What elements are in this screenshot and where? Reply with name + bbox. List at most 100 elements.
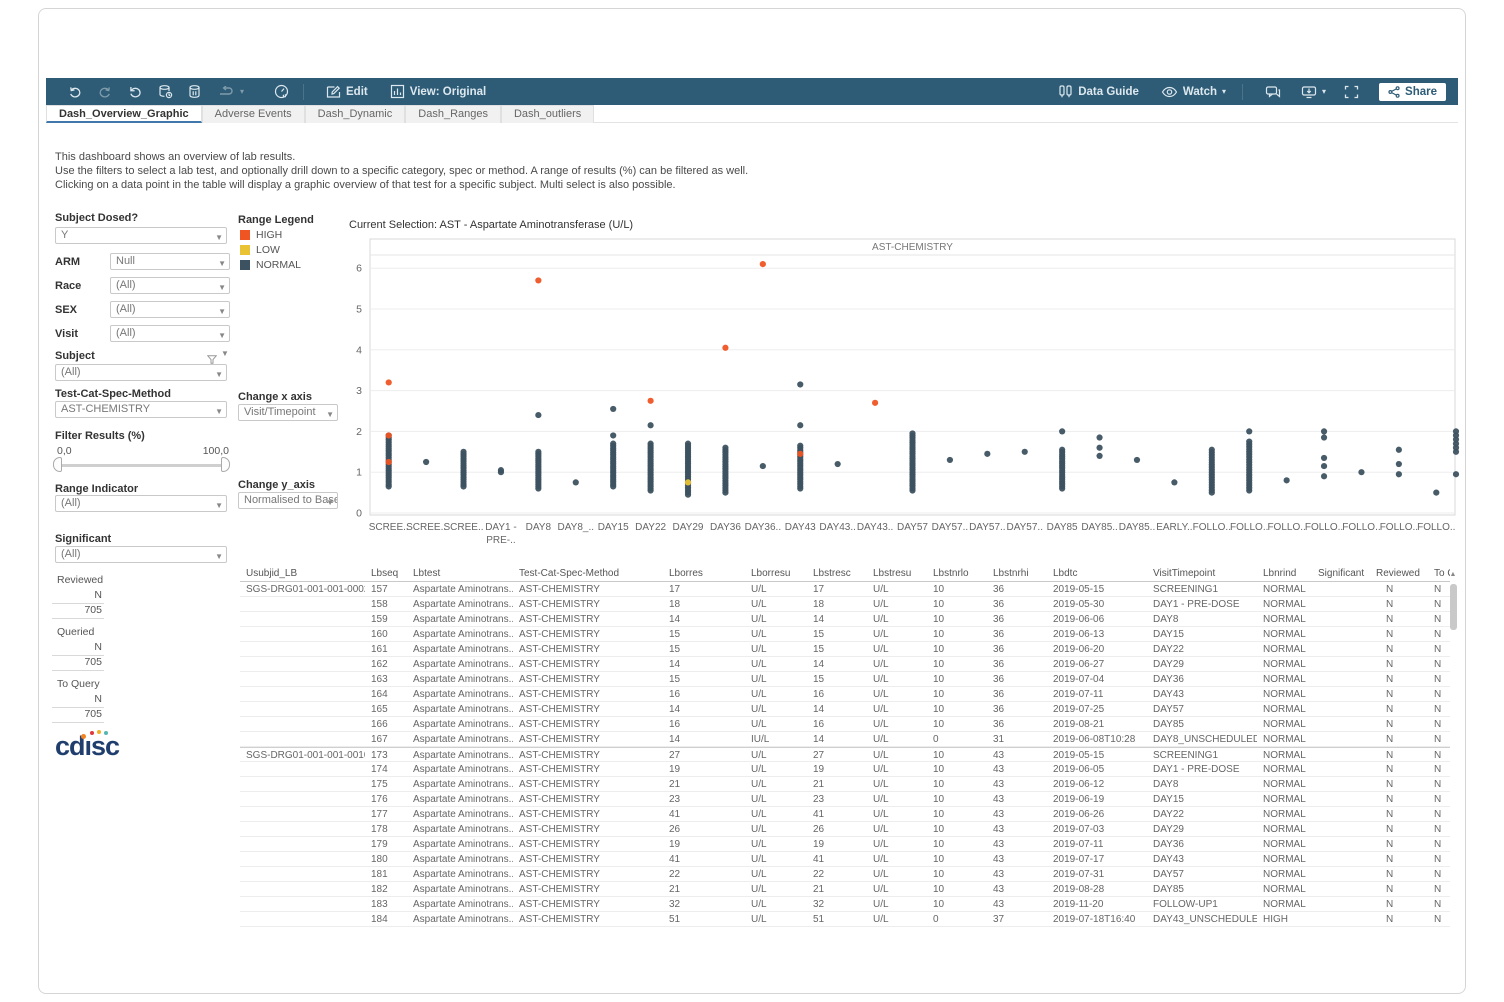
tab-dash-outliers[interactable]: Dash_outliers: [500, 105, 595, 123]
data-point[interactable]: [423, 458, 430, 466]
results-slider-track[interactable]: [57, 464, 225, 467]
table-row[interactable]: 159 Aspartate Aminotrans.. AST-CHEMISTRY 14…: [240, 612, 1450, 627]
data-point[interactable]: [1395, 446, 1402, 453]
tab-adverse-events[interactable]: Adverse Events: [201, 105, 305, 123]
data-point[interactable]: [684, 440, 692, 447]
data-point[interactable]: [1320, 434, 1328, 441]
data-point[interactable]: [1320, 454, 1328, 462]
data-point[interactable]: [1320, 428, 1328, 435]
data-point[interactable]: [385, 432, 392, 439]
table-row[interactable]: 162 Aspartate Aminotrans.. AST-CHEMISTRY 14…: [240, 657, 1450, 672]
download-icon[interactable]: ▾: [1301, 85, 1326, 99]
table-row[interactable]: 176 Aspartate Aminotrans.. AST-CHEMISTRY 23…: [240, 792, 1450, 807]
data-point[interactable]: [385, 458, 392, 466]
data-point[interactable]: [946, 456, 954, 464]
fullscreen-icon[interactable]: [1344, 85, 1359, 99]
table-scroll-up-arrow[interactable]: ▲: [1449, 571, 1457, 578]
data-point[interactable]: [1096, 434, 1103, 441]
data-point[interactable]: [797, 442, 804, 449]
filter-range-indicator-dropdown[interactable]: (All) ▼: [55, 495, 227, 512]
watch-button[interactable]: Watch ▾: [1161, 86, 1226, 98]
data-point[interactable]: [871, 399, 879, 406]
data-point[interactable]: [385, 379, 392, 386]
data-point[interactable]: [797, 450, 804, 457]
table-row[interactable]: 160 Aspartate Aminotrans.. AST-CHEMISTRY 15…: [240, 627, 1450, 642]
filter-subject-dosed-dropdown[interactable]: Y ▼: [55, 227, 227, 244]
data-point[interactable]: [460, 448, 467, 455]
data-point[interactable]: [1246, 438, 1253, 445]
change-x-axis-dropdown[interactable]: Visit/Timepoint ▼: [238, 404, 338, 421]
table-row[interactable]: SGS-DRG01-001-001-0002 157 Aspartate Amino…: [240, 582, 1450, 597]
data-point[interactable]: [610, 432, 617, 439]
undo-icon[interactable]: [68, 85, 82, 98]
data-point[interactable]: [722, 344, 729, 351]
data-point[interactable]: [1358, 469, 1365, 476]
table-row[interactable]: 178 Aspartate Aminotrans.. AST-CHEMISTRY 26…: [240, 822, 1450, 837]
table-row[interactable]: SGS-DRG01-001-001-0010 173 Aspartate Amino…: [240, 747, 1450, 762]
data-point[interactable]: [1395, 471, 1402, 478]
table-row[interactable]: 182 Aspartate Aminotrans.. AST-CHEMISTRY 21…: [240, 882, 1450, 897]
tab-dash-ranges[interactable]: Dash_Ranges: [405, 105, 501, 123]
tab-dash-dynamic[interactable]: Dash_Dynamic: [304, 105, 406, 123]
table-row[interactable]: 179 Aspartate Aminotrans.. AST-CHEMISTRY 19…: [240, 837, 1450, 852]
data-point[interactable]: [759, 261, 766, 268]
data-point[interactable]: [535, 448, 542, 455]
table-scrollbar-thumb[interactable]: [1450, 584, 1457, 630]
table-row[interactable]: 175 Aspartate Aminotrans.. AST-CHEMISTRY 21…: [240, 777, 1450, 792]
data-point[interactable]: [1171, 479, 1178, 486]
table-row[interactable]: 183 Aspartate Aminotrans.. AST-CHEMISTRY 32…: [240, 897, 1450, 912]
data-point[interactable]: [1096, 452, 1103, 459]
table-row[interactable]: 166 Aspartate Aminotrans.. AST-CHEMISTRY 16…: [240, 717, 1450, 732]
alerts-icon[interactable]: [274, 84, 289, 99]
data-point[interactable]: [797, 381, 804, 388]
data-point[interactable]: [1433, 489, 1440, 496]
filter-significant-dropdown[interactable]: (All) ▼: [55, 546, 227, 563]
table-row[interactable]: 163 Aspartate Aminotrans.. AST-CHEMISTRY 15…: [240, 672, 1450, 687]
table-row[interactable]: 177 Aspartate Aminotrans.. AST-CHEMISTRY 41…: [240, 807, 1450, 822]
view-original-button[interactable]: View: Original: [390, 84, 486, 99]
data-point[interactable]: [535, 277, 542, 284]
data-point[interactable]: [647, 397, 654, 404]
table-row[interactable]: 161 Aspartate Aminotrans.. AST-CHEMISTRY 15…: [240, 642, 1450, 657]
data-point[interactable]: [610, 440, 617, 447]
data-point[interactable]: [535, 411, 542, 419]
data-point[interactable]: [1096, 444, 1103, 451]
data-point[interactable]: [1133, 456, 1141, 464]
data-point[interactable]: [1395, 460, 1402, 468]
data-point[interactable]: [909, 430, 916, 437]
table-row[interactable]: 184 Aspartate Aminotrans.. AST-CHEMISTRY 51…: [240, 912, 1450, 927]
pause-data-icon[interactable]: [187, 84, 202, 99]
data-point[interactable]: [722, 444, 729, 451]
chevron-down-icon[interactable]: ▼: [221, 349, 229, 358]
data-point[interactable]: [1059, 446, 1066, 453]
change-y-axis-dropdown[interactable]: Normalised to Basel..▼: [238, 492, 338, 509]
data-point[interactable]: [1320, 462, 1328, 470]
data-point[interactable]: [759, 462, 766, 470]
data-point[interactable]: [610, 405, 617, 413]
data-point[interactable]: [647, 422, 654, 429]
data-point[interactable]: [1246, 428, 1253, 435]
legend-item-low[interactable]: LOW: [240, 244, 280, 256]
filter-sex-dropdown[interactable]: (All) ▼: [110, 301, 230, 318]
legend-item-high[interactable]: HIGH: [240, 229, 282, 241]
data-point[interactable]: [1021, 448, 1028, 455]
share-button[interactable]: Share: [1379, 82, 1446, 101]
forward-icon[interactable]: [218, 85, 234, 98]
data-point[interactable]: [797, 422, 804, 429]
edit-button[interactable]: Edit: [326, 84, 368, 99]
filter-subject-dropdown[interactable]: (All) ▼: [55, 364, 227, 381]
results-slider-handle-left[interactable]: [53, 457, 62, 472]
data-point[interactable]: [1452, 448, 1460, 455]
comments-icon[interactable]: [1265, 85, 1281, 99]
table-row[interactable]: 174 Aspartate Aminotrans.. AST-CHEMISTRY 19…: [240, 762, 1450, 777]
filter-visit-dropdown[interactable]: (All) ▼: [110, 325, 230, 342]
forward-dropdown-caret[interactable]: ▾: [240, 86, 245, 96]
table-row[interactable]: 158 Aspartate Aminotrans.. AST-CHEMISTRY 18…: [240, 597, 1450, 612]
data-point[interactable]: [647, 440, 654, 447]
data-point[interactable]: [1059, 428, 1066, 435]
legend-item-normal[interactable]: NORMAL: [240, 259, 301, 271]
funnel-icon[interactable]: [206, 351, 218, 369]
data-point[interactable]: [1452, 471, 1460, 478]
data-point[interactable]: [1320, 473, 1328, 480]
filter-arm-dropdown[interactable]: Null ▼: [110, 253, 230, 270]
